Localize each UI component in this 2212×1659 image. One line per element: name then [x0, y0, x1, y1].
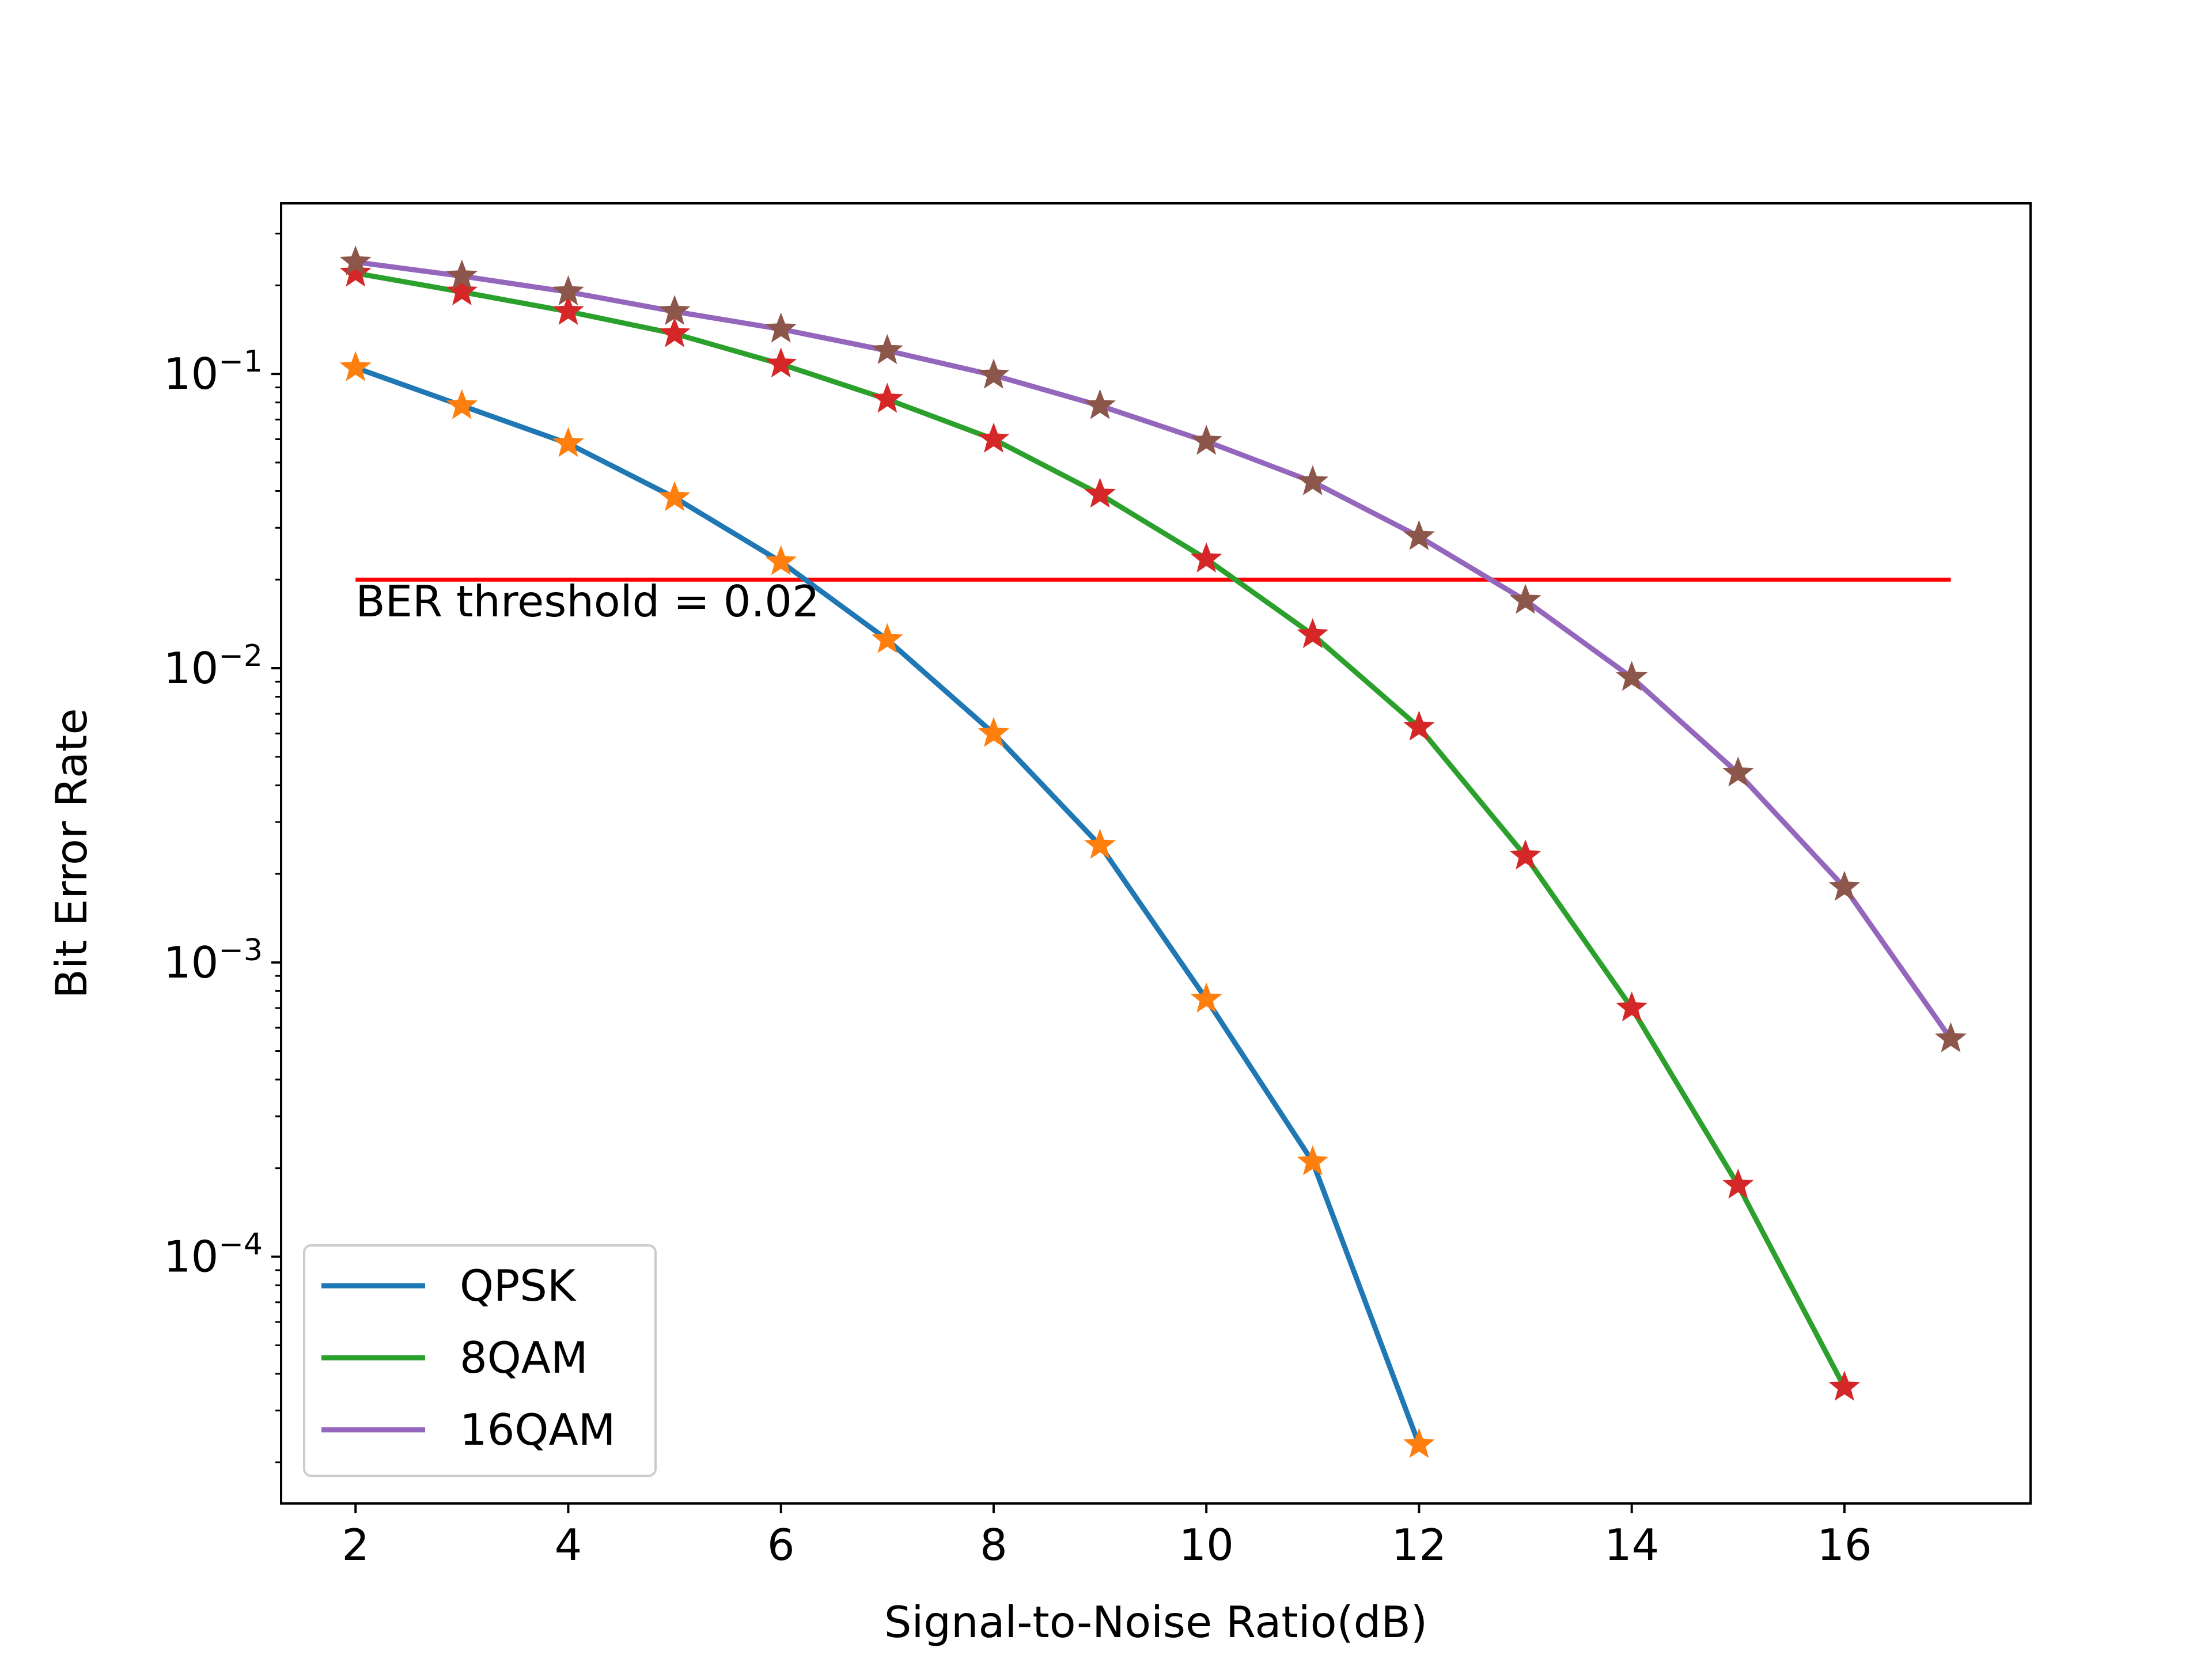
series-markers — [339, 245, 1967, 1458]
x-tick-label: 14 — [1604, 1520, 1659, 1570]
data-point-16QAM — [1935, 1022, 1967, 1052]
x-axis-label: Signal-to-Noise Ratio(dB) — [884, 1597, 1427, 1647]
data-point-16QAM — [552, 275, 584, 306]
data-point-8QAM — [1509, 839, 1541, 870]
data-point-QPSK — [1403, 1427, 1435, 1458]
axes-frame — [280, 202, 2032, 1505]
legend-label-8QAM: 8QAM — [460, 1332, 588, 1383]
x-tick-label: 4 — [555, 1520, 582, 1570]
data-point-QPSK — [446, 389, 478, 419]
data-point-QPSK — [1190, 982, 1222, 1013]
data-point-8QAM — [1616, 991, 1648, 1022]
data-point-QPSK — [978, 717, 1010, 747]
data-point-8QAM — [658, 317, 691, 347]
x-tick-label: 12 — [1392, 1520, 1446, 1570]
data-point-16QAM — [339, 245, 372, 276]
data-point-QPSK — [658, 480, 691, 512]
data-point-16QAM — [765, 312, 797, 343]
legend-label-QPSK: QPSK — [460, 1260, 577, 1311]
data-point-16QAM — [978, 358, 1010, 389]
legend-box — [303, 1244, 657, 1477]
data-point-16QAM — [1722, 756, 1754, 787]
data-point-8QAM — [339, 256, 372, 287]
x-tick-label: 2 — [342, 1520, 369, 1570]
y-tick-label: 10−3 — [164, 933, 263, 988]
data-point-16QAM — [871, 334, 903, 365]
x-tick-label: 10 — [1179, 1520, 1233, 1570]
data-point-16QAM — [1828, 870, 1861, 901]
data-point-16QAM — [1297, 465, 1329, 495]
data-point-16QAM — [658, 294, 691, 325]
data-point-QPSK — [552, 427, 584, 457]
data-point-8QAM — [552, 294, 584, 325]
data-point-QPSK — [1297, 1145, 1329, 1176]
data-point-QPSK — [765, 545, 797, 575]
data-point-16QAM — [446, 259, 478, 290]
data-point-8QAM — [1084, 478, 1116, 508]
data-point-16QAM — [1509, 584, 1541, 614]
data-point-16QAM — [1084, 389, 1116, 419]
data-point-8QAM — [1297, 618, 1329, 649]
threshold-annotation: BER threshold = 0.02 — [355, 576, 820, 627]
data-point-8QAM — [1828, 1370, 1861, 1401]
legend: QPSK 8QAM 16QAM — [303, 1244, 657, 1477]
legend-label-16QAM: 16QAM — [460, 1404, 615, 1455]
series-line-16QAM — [355, 259, 1953, 1040]
data-point-16QAM — [1190, 425, 1222, 455]
data-point-QPSK — [339, 351, 372, 381]
y-tick-label: 10−1 — [164, 344, 263, 399]
data-point-8QAM — [871, 382, 903, 413]
data-point-QPSK — [1084, 828, 1116, 859]
y-tick-label: 10−4 — [164, 1228, 263, 1282]
y-axis-label: Bit Error Rate — [46, 708, 97, 998]
x-tick-label: 16 — [1817, 1520, 1872, 1570]
data-point-16QAM — [1403, 520, 1435, 550]
data-point-8QAM — [446, 275, 478, 306]
x-tick-label: 6 — [767, 1520, 795, 1570]
data-point-8QAM — [765, 347, 797, 378]
x-tick-label: 8 — [980, 1520, 1007, 1570]
y-tick-label: 10−2 — [164, 639, 263, 694]
data-point-QPSK — [871, 623, 903, 653]
data-point-8QAM — [978, 422, 1010, 453]
data-point-8QAM — [1190, 542, 1222, 573]
data-point-8QAM — [1722, 1168, 1754, 1199]
data-point-8QAM — [1403, 710, 1435, 741]
data-point-16QAM — [1616, 661, 1648, 691]
